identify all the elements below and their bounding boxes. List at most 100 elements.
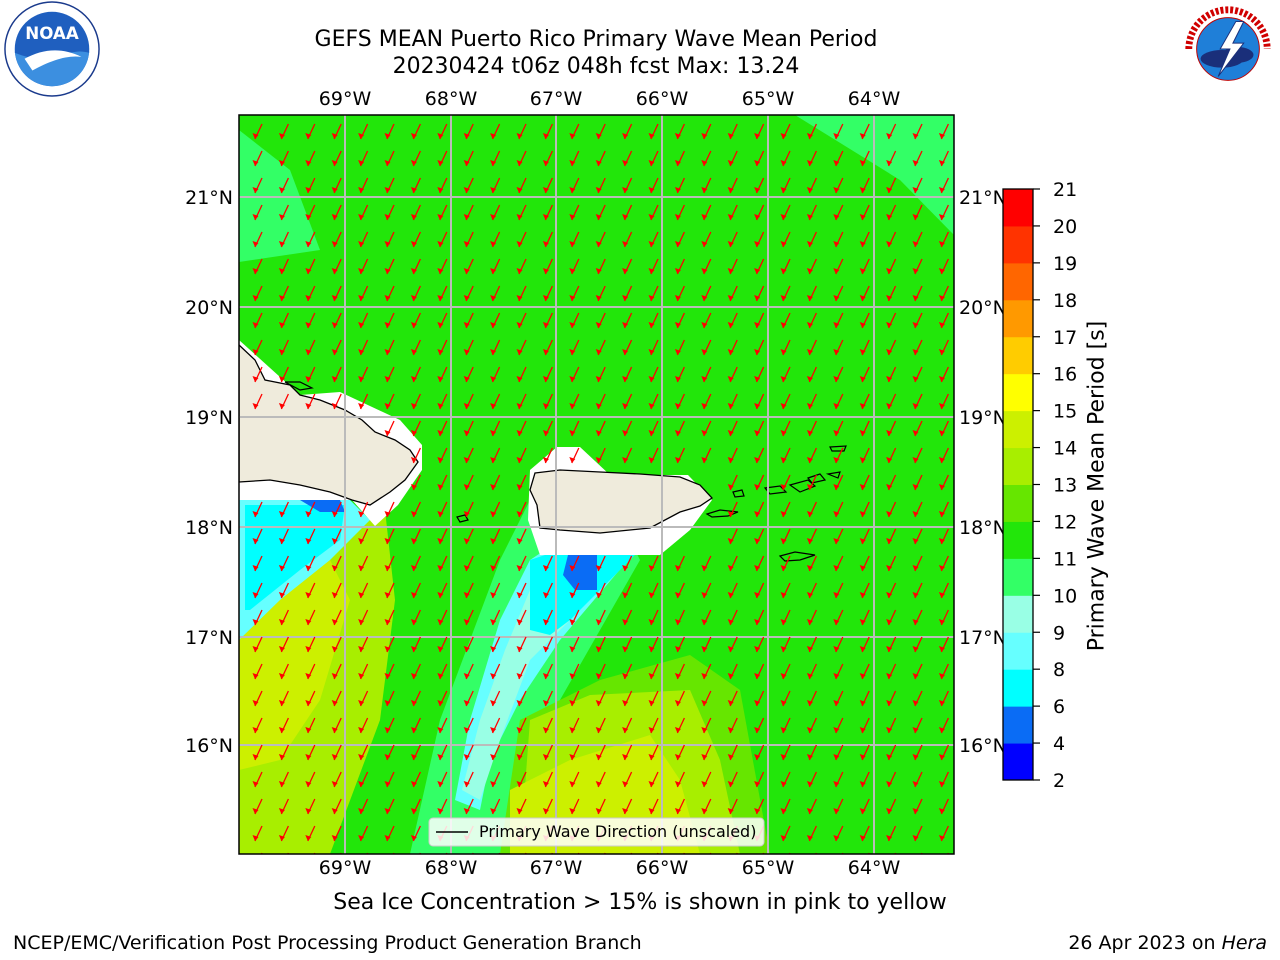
wave-arrow-head [886, 592, 893, 598]
colorbar-tick-label: 12 [1053, 511, 1077, 533]
wave-arrow-head [490, 376, 497, 382]
wave-arrow-head [595, 322, 602, 328]
wave-arrow-head [305, 322, 312, 328]
wave-arrow-head [410, 700, 417, 706]
wave-arrow-head [384, 349, 391, 355]
wave-arrow-head [463, 727, 470, 733]
wave-arrow-head [358, 295, 365, 301]
wave-arrow-head [674, 565, 681, 571]
wave-arrow-head [542, 619, 549, 625]
wave-arrow-head [384, 511, 391, 517]
wave-arrow-head [674, 295, 681, 301]
wave-arrow-head [912, 403, 919, 409]
wave-arrow-head [410, 403, 417, 409]
colorbar-segment [1003, 189, 1033, 227]
wave-arrow-head [595, 214, 602, 220]
wave-arrow-head [252, 376, 259, 382]
wave-arrow-head [595, 619, 602, 625]
wave-arrow-head [886, 673, 893, 679]
wave-arrow-head [833, 457, 840, 463]
wave-arrow-head [701, 565, 708, 571]
wave-arrow-head [886, 295, 893, 301]
map-area [239, 115, 954, 868]
wave-arrow-head [648, 214, 655, 220]
wave-arrow-head [780, 619, 787, 625]
wave-arrow-head [490, 754, 497, 760]
wave-arrow-head [437, 268, 444, 274]
wave-arrow-head [912, 322, 919, 328]
wave-arrow-head [622, 241, 629, 247]
wave-arrow-head [859, 835, 866, 841]
wave-arrow-head [410, 538, 417, 544]
wave-arrow-head [674, 214, 681, 220]
wave-arrow-head [542, 592, 549, 598]
wave-arrow-head [595, 187, 602, 193]
wave-arrow-head [542, 268, 549, 274]
wave-arrow [392, 852, 395, 854]
wave-arrow-head [490, 133, 497, 139]
wave-arrow-head [780, 727, 787, 733]
wave-arrow-head [516, 376, 523, 382]
wave-arrow-head [754, 295, 761, 301]
wave-arrow-head [305, 403, 312, 409]
wave-arrow-head [331, 403, 338, 409]
wave-arrow-head [278, 754, 285, 760]
wave-arrow-head [938, 673, 945, 679]
wave-arrow-head [912, 349, 919, 355]
wave-arrow-head [305, 349, 312, 355]
wave-arrow-head [912, 808, 919, 814]
wave-arrow-head [727, 565, 734, 571]
wave-arrow-head [754, 322, 761, 328]
wave-arrow-head [490, 349, 497, 355]
wave-arrow-head [701, 862, 707, 868]
wave-arrow-head [463, 754, 470, 760]
st-croix-island [778, 551, 816, 562]
wave-arrow-head [938, 619, 945, 625]
wave-arrow-head [806, 457, 813, 463]
wave-arrow-head [384, 673, 391, 679]
wave-arrow-head [622, 187, 629, 193]
wave-arrow-head [648, 619, 655, 625]
virgin-gorda-island [825, 471, 841, 479]
wave-arrow-head [437, 727, 444, 733]
wave-arrow-head [305, 646, 312, 652]
wave-arrow-head [490, 646, 497, 652]
wave-arrow-head [542, 565, 549, 571]
wave-arrow-head [410, 646, 417, 652]
wave-arrow-head [463, 700, 470, 706]
wave-arrow-head [437, 538, 444, 544]
wave-arrow-head [569, 376, 576, 382]
noaa-logo: NOAA [4, 1, 100, 97]
wave-arrow-head [490, 160, 497, 166]
wave-arrow-head [701, 646, 708, 652]
wave-arrow-head [252, 619, 259, 625]
wave-arrow-head [542, 187, 549, 193]
wave-arrow-head [806, 565, 813, 571]
wave-arrow-head [886, 403, 893, 409]
wave-arrow-head [912, 295, 919, 301]
colorbar-segment [1003, 706, 1033, 744]
wave-arrow-head [278, 565, 285, 571]
wave-arrow-head [384, 214, 391, 220]
wave-arrow-head [437, 187, 444, 193]
wave-arrow-head [252, 646, 259, 652]
wave-arrow-head [490, 214, 497, 220]
lat-label-left: 17°N [185, 627, 233, 649]
wave-arrow-head [806, 268, 813, 274]
wave-arrow-head [358, 538, 365, 544]
wave-arrow-head [886, 376, 893, 382]
wave-arrow-head [780, 214, 787, 220]
wave-arrow-head [674, 322, 681, 328]
wave-arrow-head [463, 592, 470, 598]
wave-arrow-head [806, 430, 813, 436]
wave-arrow-head [516, 673, 523, 679]
wave-arrow-head [490, 268, 497, 274]
wave-arrow-head [569, 700, 576, 706]
wave-arrow-head [569, 295, 576, 301]
wave-arrow-head [727, 295, 734, 301]
wave-arrow-head [278, 349, 285, 355]
wave-arrow-head [331, 646, 338, 652]
colorbar-tick-label: 8 [1053, 659, 1065, 681]
wave-arrow-head [252, 565, 259, 571]
wave-arrow-head [437, 403, 444, 409]
